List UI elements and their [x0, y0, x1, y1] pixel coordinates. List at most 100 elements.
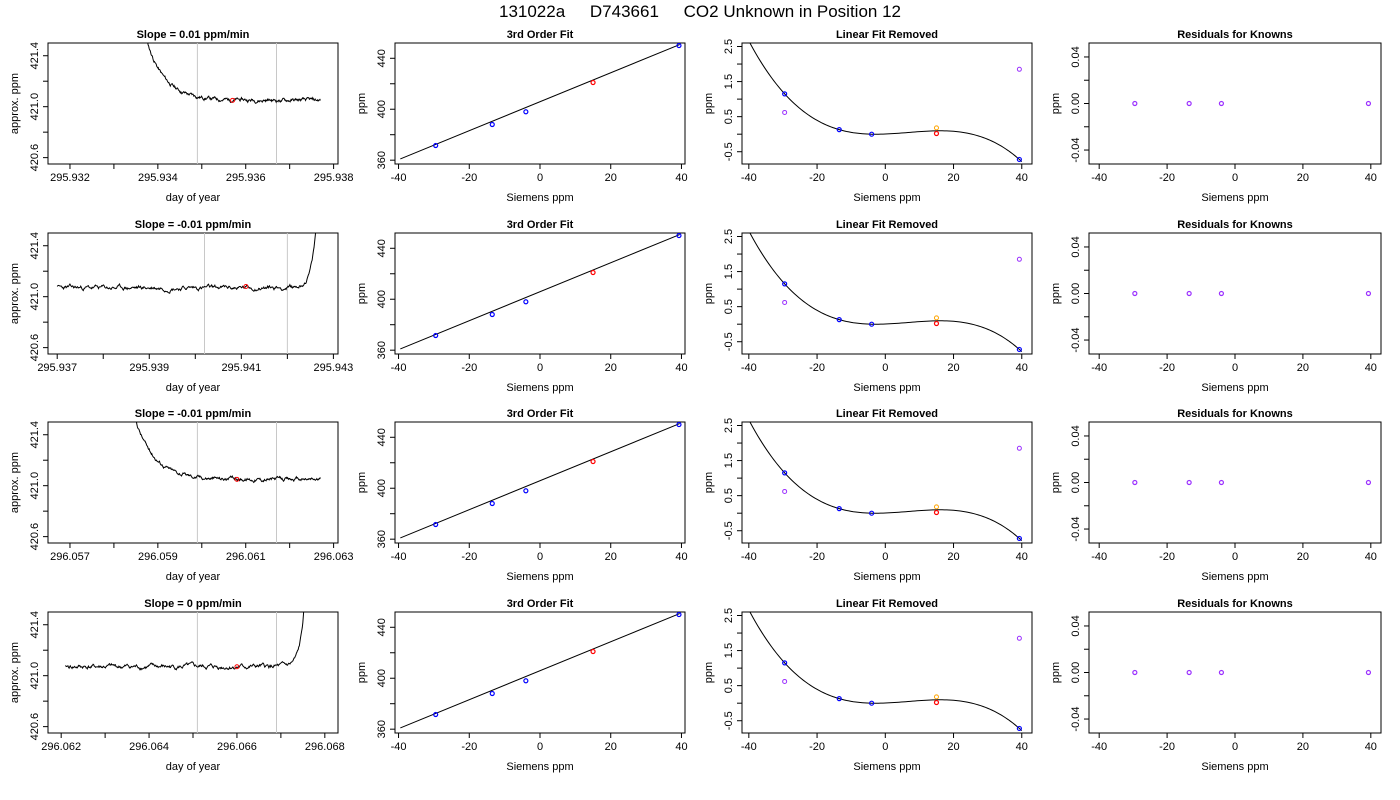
fit-line	[400, 234, 680, 350]
panel-3-1: Slope = -0.01 ppm/min 296.057 296.059 296.0…	[9, 408, 353, 583]
known-standard-point	[523, 488, 529, 494]
cubic-residual-curve	[749, 612, 1023, 731]
known-standard-point	[782, 281, 788, 287]
y-tick-label: 0.04	[1070, 236, 1082, 257]
panel-title: Slope = 0 ppm/min	[144, 598, 242, 610]
known-standard-point	[1016, 346, 1022, 353]
known-standard-point	[869, 510, 875, 516]
x-axis-label: day of year	[166, 571, 221, 583]
known-standard-point	[489, 690, 495, 697]
fit-line	[400, 423, 680, 539]
residual-point	[782, 678, 788, 684]
x-tick-label: -20	[461, 362, 477, 374]
y-tick-label: -0.04	[1070, 137, 1082, 162]
x-tick-label: -40	[741, 362, 757, 374]
x-tick-label: 296.057	[50, 551, 90, 563]
x-tick-label: 40	[1016, 172, 1028, 184]
y-tick-label: 440	[376, 428, 388, 446]
plot-frame	[47, 42, 339, 165]
panel-2-3: Linear Fit Removed -40 -20 0 20 40 -0.5 0.5 1.5 2…	[703, 219, 1033, 394]
x-axis-label: Siemens ppm	[1201, 192, 1268, 204]
run-id: 131022a	[498, 2, 566, 21]
plot-data	[147, 43, 321, 164]
known-standard-point	[836, 127, 842, 133]
plot-frame	[741, 232, 1033, 355]
x-tick-label: 40	[1016, 741, 1028, 753]
y-tick-label: 2.5	[723, 608, 735, 623]
unknown-point	[933, 320, 940, 327]
panel-1-2: 3rd Order Fit -40 -20 0 20 40 360 400 440 Siemens…	[356, 29, 688, 204]
figure-title: 131022a D743661 CO2 Unknown in Position …	[0, 2, 1400, 22]
x-tick-label: 20	[947, 172, 959, 184]
x-tick-label: 296.059	[138, 551, 178, 563]
unknown-point	[933, 130, 940, 137]
x-tick-label: -40	[391, 362, 407, 374]
known-standard-point	[676, 43, 682, 49]
y-axis-label: ppm	[1050, 93, 1062, 114]
y-tick-label: -0.5	[723, 142, 735, 161]
known-standard-point	[489, 500, 495, 507]
tank-id: D743661	[589, 2, 659, 21]
known-residual-point	[1186, 100, 1192, 107]
plot-data	[400, 422, 682, 539]
x-tick-label: 40	[675, 741, 687, 753]
panel-title: Linear Fit Removed	[836, 408, 938, 420]
known-residual-point	[1186, 290, 1192, 297]
plot-frame	[394, 421, 686, 544]
panel-title: Linear Fit Removed	[836, 219, 938, 231]
x-tick-label: 0	[882, 362, 888, 374]
y-tick-label: 420.6	[29, 334, 41, 362]
unknown-point	[590, 458, 596, 465]
x-tick-label: 20	[1297, 551, 1309, 563]
x-tick-label: 295.943	[314, 362, 354, 374]
y-tick-label: -0.5	[723, 711, 735, 730]
known-standard-point	[1016, 156, 1022, 163]
x-axis-label: day of year	[166, 761, 221, 773]
y-tick-label: 1.5	[723, 643, 735, 658]
y-tick-label: 400	[376, 290, 388, 308]
y-axis-label: ppm	[1050, 472, 1062, 493]
panel-title: Slope = -0.01 ppm/min	[135, 219, 252, 231]
panel-title: Linear Fit Removed	[836, 598, 938, 610]
x-tick-label: -40	[391, 172, 407, 184]
x-axis-label: Siemens ppm	[1201, 571, 1268, 583]
known-residual-point	[1365, 290, 1372, 297]
known-residual-point	[1218, 479, 1225, 486]
x-axis-label: Siemens ppm	[506, 761, 573, 773]
y-tick-label: 420.6	[29, 144, 41, 172]
known-residual-point	[1365, 669, 1372, 676]
plot-frame	[47, 611, 339, 734]
panel-title: Residuals for Knowns	[1177, 219, 1293, 231]
known-residual-point	[1218, 100, 1225, 107]
panel-title: Residuals for Knowns	[1177, 29, 1293, 41]
panel-4-3: Linear Fit Removed -40 -20 0 20 40 -0.5 0.5 1.5 2…	[703, 598, 1033, 773]
y-axis-label: ppm	[703, 93, 715, 114]
panel-1-1: Slope = 0.01 ppm/min 295.932 295.934 295.93…	[9, 29, 353, 204]
panel-3-2: 3rd Order Fit -40 -20 0 20 40 360 400 440 Siemens…	[356, 408, 688, 583]
ppm-trace	[56, 233, 317, 295]
y-tick-label: 421.0	[29, 472, 41, 500]
x-axis-label: day of year	[166, 192, 221, 204]
known-standard-point	[836, 696, 842, 702]
y-tick-label: 360	[376, 720, 388, 738]
y-tick-label: 0.00	[1070, 283, 1082, 304]
residual-point	[1016, 635, 1022, 641]
panel-4-2: 3rd Order Fit -40 -20 0 20 40 360 400 440 Siemens…	[356, 598, 688, 773]
x-tick-label: -40	[741, 172, 757, 184]
known-standard-point	[523, 109, 529, 115]
x-tick-label: 20	[1297, 172, 1309, 184]
panel-title: 3rd Order Fit	[507, 219, 574, 231]
plot-data	[400, 612, 682, 729]
plot-data	[400, 233, 682, 350]
x-tick-label: -20	[809, 362, 825, 374]
x-axis-label: Siemens ppm	[1201, 382, 1268, 394]
x-axis-label: Siemens ppm	[853, 571, 920, 583]
plot-data	[1132, 479, 1372, 486]
x-tick-label: -20	[809, 741, 825, 753]
x-tick-label: 296.068	[305, 741, 345, 753]
plot-data	[1132, 100, 1372, 107]
x-tick-label: 20	[605, 172, 617, 184]
y-tick-label: 360	[376, 341, 388, 359]
residual-unknown-point	[933, 504, 939, 510]
panel-title: 3rd Order Fit	[507, 29, 574, 41]
